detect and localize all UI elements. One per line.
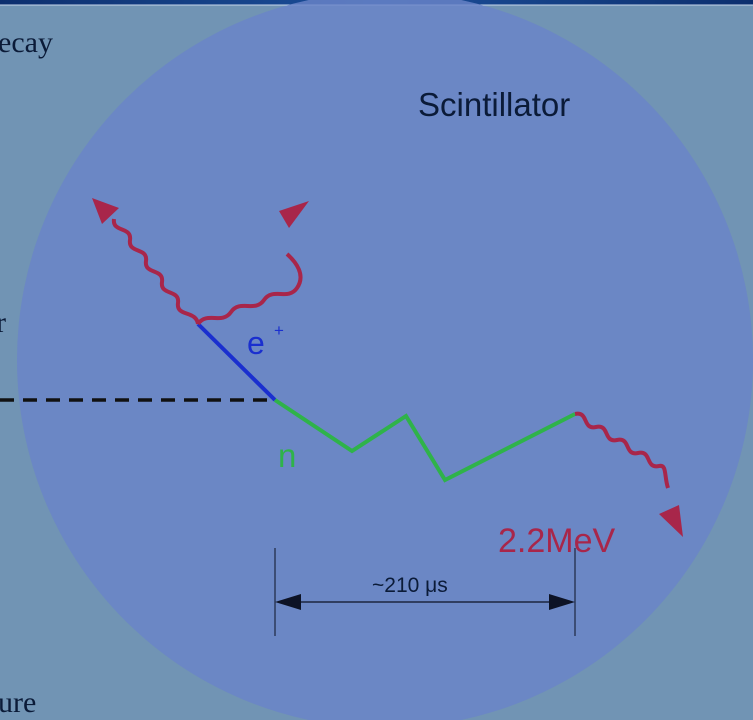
neutron-track (273, 398, 576, 483)
annihilation-gamma-2 (196, 252, 303, 326)
positron-charge: + (274, 321, 284, 340)
scintillator-label: Scintillator (418, 86, 570, 123)
interval-arrow-left (275, 594, 301, 610)
annihilation-gamma-1 (111, 218, 200, 325)
scintillator-region (17, 0, 753, 720)
gamma-energy-label: 2.2MeV (498, 522, 615, 560)
positron-track (196, 322, 277, 402)
slide-text-bottom: ure (0, 686, 37, 719)
annihilation-gamma-1-arrowhead (92, 198, 119, 224)
annihilation-gamma-2-arrowhead (279, 201, 309, 228)
interval-arrow-right (549, 594, 575, 610)
capture-time-label: ~210 μs (372, 574, 448, 597)
positron-label: e (247, 325, 265, 361)
slide-text-top: ecay (0, 26, 53, 59)
slide-text-middle: r (0, 306, 6, 339)
neutron-label: n (278, 437, 296, 474)
capture-gamma-arrowhead (659, 505, 683, 537)
capture-gamma (574, 411, 670, 489)
